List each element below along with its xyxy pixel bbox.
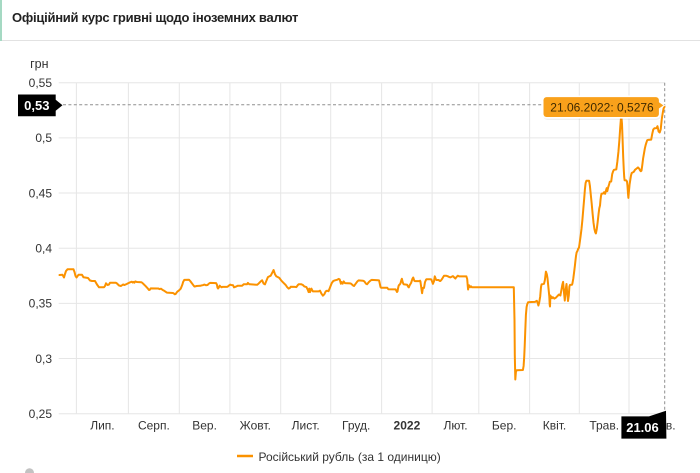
svg-text:Груд.: Груд. — [342, 419, 370, 433]
svg-text:Російський рубль (за 1 одиницю: Російський рубль (за 1 одиницю) — [259, 450, 441, 464]
svg-text:грн: грн — [30, 57, 49, 71]
svg-text:21.06: 21.06 — [626, 420, 659, 435]
svg-text:2022: 2022 — [394, 419, 421, 433]
svg-text:0,25: 0,25 — [29, 407, 53, 421]
svg-text:0,35: 0,35 — [29, 297, 53, 311]
svg-text:Жовт.: Жовт. — [240, 419, 271, 433]
svg-text:Лист.: Лист. — [292, 419, 320, 433]
svg-text:Лют.: Лют. — [443, 419, 467, 433]
svg-text:Серп.: Серп. — [138, 419, 170, 433]
svg-text:0,5: 0,5 — [35, 131, 52, 145]
svg-text:0,4: 0,4 — [35, 242, 52, 256]
svg-text:Трав.: Трав. — [589, 419, 619, 433]
svg-text:0,3: 0,3 — [35, 352, 52, 366]
svg-text:Лип.: Лип. — [90, 419, 114, 433]
svg-text:Квіт.: Квіт. — [543, 419, 567, 433]
svg-text:0,45: 0,45 — [29, 186, 53, 200]
svg-text:0,53: 0,53 — [24, 98, 49, 113]
svg-text:Бер.: Бер. — [492, 419, 517, 433]
svg-text:Вер.: Вер. — [192, 419, 217, 433]
svg-text:21.06.2022: 0,5276: 21.06.2022: 0,5276 — [550, 100, 654, 114]
svg-text:0,55: 0,55 — [29, 76, 53, 90]
